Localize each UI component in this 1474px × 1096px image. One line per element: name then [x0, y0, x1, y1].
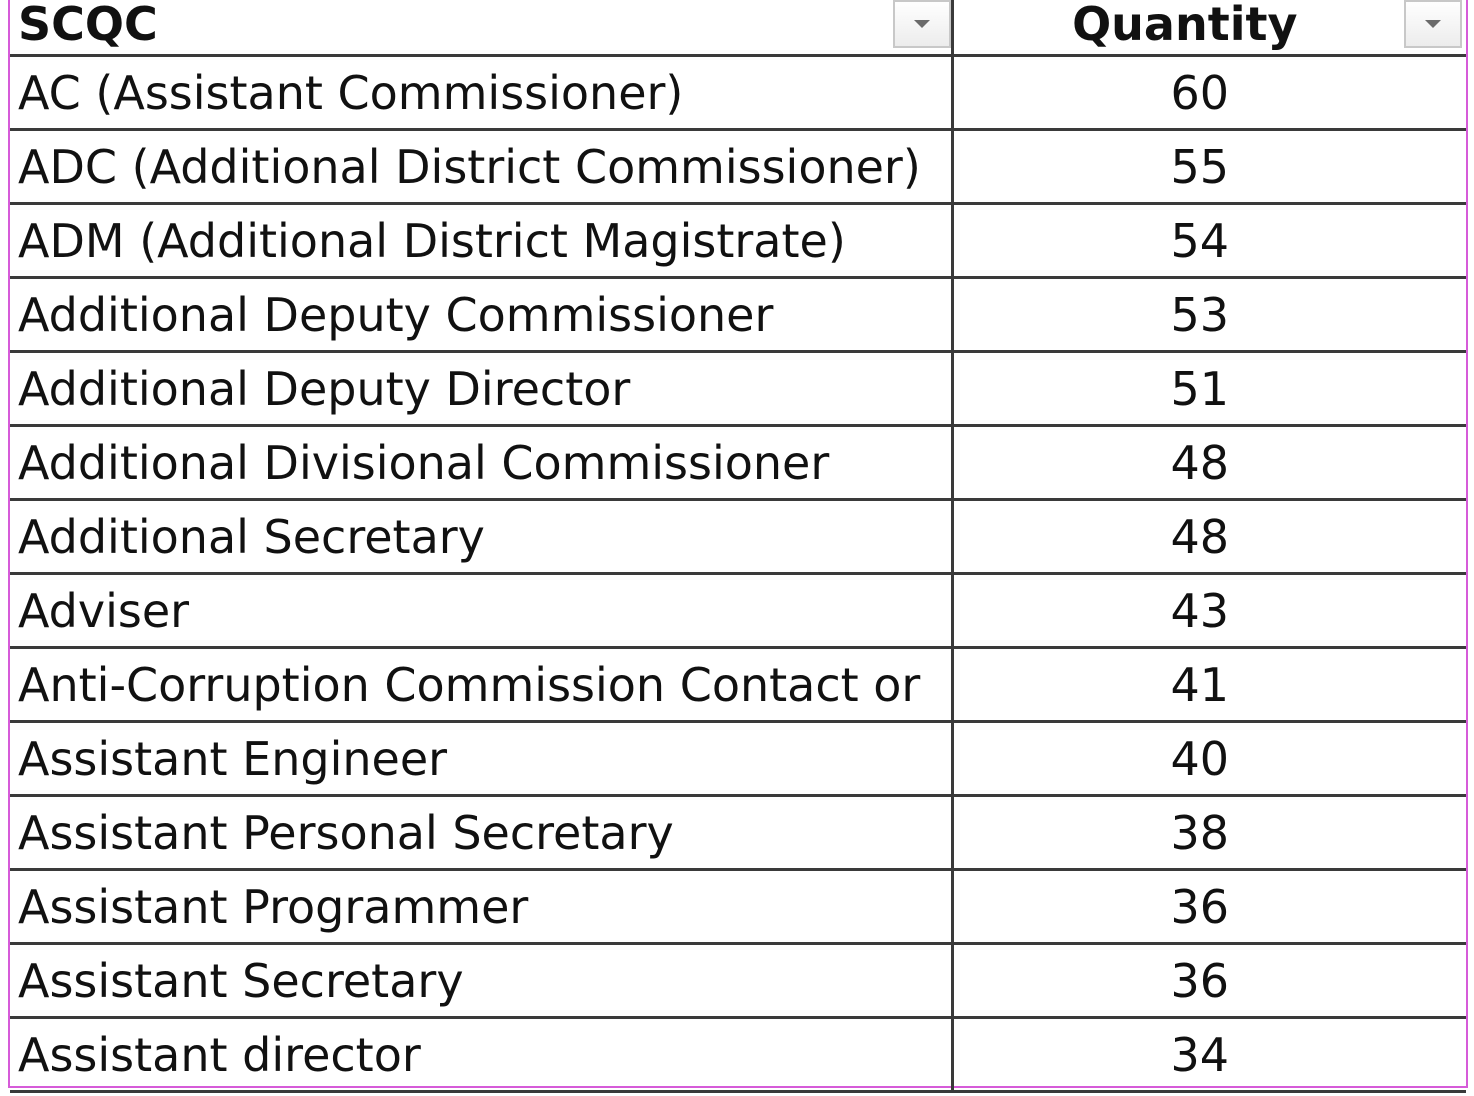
scqc-cell[interactable]: ADC (Additional District Commissioner) [10, 129, 954, 205]
table-row: Additional Divisional Commissioner 48 [10, 425, 1466, 501]
table-row: Assistant Secretary 36 [10, 943, 1466, 1019]
table-row: Assistant Engineer 40 [10, 721, 1466, 797]
scqc-cell[interactable]: Additional Deputy Commissioner [10, 277, 954, 353]
scqc-cell[interactable]: Additional Deputy Director [10, 351, 954, 427]
quantity-cell[interactable]: 34 [952, 1017, 1466, 1093]
quantity-cell[interactable]: 54 [952, 203, 1466, 279]
quantity-cell[interactable]: 51 [952, 351, 1466, 427]
scqc-cell[interactable]: Assistant Engineer [10, 721, 954, 797]
scqc-cell[interactable]: Assistant Personal Secretary [10, 795, 954, 871]
quantity-cell[interactable]: 38 [952, 795, 1466, 871]
selection-border-left [8, 0, 10, 1088]
column-header-scqc[interactable]: SCQC [10, 0, 954, 57]
selection-border-right [1466, 0, 1468, 1088]
quantity-cell[interactable]: 53 [952, 277, 1466, 353]
table-row: Assistant Programmer 36 [10, 869, 1466, 945]
quantity-cell[interactable]: 43 [952, 573, 1466, 649]
table-row: ADC (Additional District Commissioner) 5… [10, 129, 1466, 205]
header-row: SCQC Quantity [10, 0, 1466, 57]
table-row: Assistant Personal Secretary 38 [10, 795, 1466, 871]
data-table: SCQC Quantity AC (Assistant Commissioner… [10, 0, 1466, 1093]
column-header-label: SCQC [18, 0, 158, 51]
table-row: AC (Assistant Commissioner) 60 [10, 55, 1466, 131]
quantity-cell[interactable]: 48 [952, 499, 1466, 575]
chevron-down-icon [913, 20, 930, 28]
scqc-cell[interactable]: Assistant director [10, 1017, 954, 1093]
scqc-filter-button[interactable] [892, 0, 949, 48]
quantity-cell[interactable]: 41 [952, 647, 1466, 723]
quantity-cell[interactable]: 60 [952, 55, 1466, 131]
table-row: Additional Deputy Director 51 [10, 351, 1466, 427]
scqc-cell[interactable]: ADM (Additional District Magistrate) [10, 203, 954, 279]
quantity-cell[interactable]: 55 [952, 129, 1466, 205]
table-row: ADM (Additional District Magistrate) 54 [10, 203, 1466, 279]
scqc-cell[interactable]: Additional Secretary [10, 499, 954, 575]
scqc-cell[interactable]: Adviser [10, 573, 954, 649]
column-header-quantity[interactable]: Quantity [952, 0, 1466, 57]
table-row: Anti-Corruption Commission Contact or 41 [10, 647, 1466, 723]
scqc-cell[interactable]: Anti-Corruption Commission Contact or [10, 647, 954, 723]
scqc-cell[interactable]: Additional Divisional Commissioner [10, 425, 954, 501]
table-row: Assistant director 34 [10, 1017, 1466, 1093]
quantity-cell[interactable]: 36 [952, 869, 1466, 945]
quantity-cell[interactable]: 48 [952, 425, 1466, 501]
scqc-cell[interactable]: Assistant Programmer [10, 869, 954, 945]
quantity-filter-button[interactable] [1404, 0, 1462, 48]
chevron-down-icon [1425, 20, 1441, 28]
table-row: Adviser 43 [10, 573, 1466, 649]
scqc-cell[interactable]: Assistant Secretary [10, 943, 954, 1019]
table-row: Additional Secretary 48 [10, 499, 1466, 575]
quantity-cell[interactable]: 40 [952, 721, 1466, 797]
column-header-label: Quantity [1072, 0, 1298, 51]
quantity-cell[interactable]: 36 [952, 943, 1466, 1019]
scqc-cell[interactable]: AC (Assistant Commissioner) [10, 55, 954, 131]
table-row: Additional Deputy Commissioner 53 [10, 277, 1466, 353]
